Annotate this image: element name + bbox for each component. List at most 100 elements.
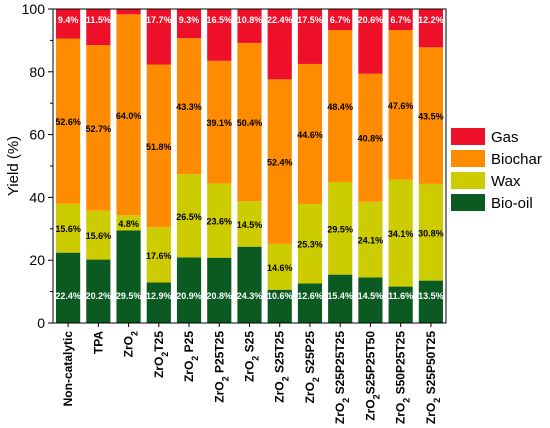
legend-label-wax: Wax bbox=[491, 173, 521, 190]
bar-segment-gas-10 bbox=[358, 9, 383, 74]
x-tick-label-10: ZrO2S25P25T50 bbox=[363, 331, 381, 421]
data-label-bio-oil-12: 13.5% bbox=[418, 291, 444, 301]
bar-segment-wax-0 bbox=[56, 203, 81, 253]
bar-segment-bio-oil-7 bbox=[267, 289, 292, 323]
data-label-wax-9: 29.5% bbox=[327, 224, 353, 234]
data-label-bio-oil-6: 24.3% bbox=[237, 291, 263, 301]
bar-segment-bio-oil-12 bbox=[418, 280, 443, 323]
bar-segment-biochar-5 bbox=[207, 60, 232, 184]
bar-segment-wax-11 bbox=[388, 179, 413, 287]
bar-segment-gas-11 bbox=[388, 9, 413, 31]
data-label-wax-7: 14.6% bbox=[267, 263, 293, 273]
data-label-biochar-0: 52.6% bbox=[55, 117, 81, 127]
bar-segment-biochar-0 bbox=[56, 38, 81, 204]
y-tick-label-4: 80 bbox=[29, 64, 45, 80]
data-label-wax-0: 15.6% bbox=[55, 224, 81, 234]
bar-segment-wax-10 bbox=[358, 201, 383, 278]
bar-segment-gas-4 bbox=[176, 9, 202, 39]
bar-segment-gas-12 bbox=[418, 9, 443, 48]
data-label-wax-12: 30.8% bbox=[418, 228, 444, 238]
bar-segment-gas-6 bbox=[237, 9, 262, 43]
legend-swatch-wax bbox=[451, 172, 485, 189]
bar-segment-bio-oil-11 bbox=[388, 286, 413, 323]
legend-label-gas: Gas bbox=[491, 129, 519, 146]
data-label-bio-oil-11: 11.6% bbox=[388, 291, 413, 301]
data-label-biochar-11: 47.6% bbox=[388, 101, 414, 111]
data-label-wax-5: 23.6% bbox=[207, 217, 233, 227]
data-label-gas-11: 6.7% bbox=[390, 15, 411, 25]
bar-segment-wax-12 bbox=[418, 183, 443, 281]
data-label-biochar-5: 39.1% bbox=[207, 118, 233, 128]
x-axis: Non-catalytic TPA ZrO2 ZrO2T25 ZrO2 P25 ZrO2 … bbox=[61, 323, 442, 424]
bar-segment-gas-5 bbox=[207, 9, 232, 61]
data-label-biochar-1: 52.7% bbox=[86, 124, 112, 134]
data-label-gas-5: 16.5% bbox=[207, 15, 233, 25]
bar-segment-bio-oil-8 bbox=[297, 283, 323, 323]
data-label-wax-3: 17.6% bbox=[146, 251, 172, 261]
data-label-wax-6: 14.5% bbox=[237, 220, 263, 230]
y-axis-label: Yield (%) bbox=[5, 136, 22, 196]
data-label-biochar-7: 52.4% bbox=[267, 158, 293, 168]
legend: Gas Biochar Wax Bio-oil bbox=[451, 128, 542, 212]
bar-segment-bio-oil-6 bbox=[237, 246, 262, 323]
y-tick-label-5: 100 bbox=[22, 1, 46, 17]
data-label-biochar-12: 43.5% bbox=[418, 112, 444, 122]
legend-swatch-bio-oil bbox=[451, 194, 485, 211]
bar-segment-bio-oil-0 bbox=[56, 252, 81, 323]
data-label-biochar-10: 40.8% bbox=[358, 134, 384, 144]
bar-segment-gas-0 bbox=[56, 9, 81, 39]
x-tick-label-1: TPA bbox=[91, 331, 105, 354]
bar-segment-wax-9 bbox=[328, 182, 353, 275]
data-label-gas-3: 17.7% bbox=[146, 15, 172, 25]
bar-segment-biochar-8 bbox=[297, 63, 323, 204]
y-axis: 0 20 40 60 80 100 bbox=[22, 1, 53, 331]
data-label-bio-oil-1: 20.2% bbox=[86, 291, 112, 301]
bar-segment-bio-oil-5 bbox=[207, 257, 232, 323]
y-tick-label-1: 20 bbox=[29, 252, 45, 268]
x-tick-label-7: ZrO2 S25T25 bbox=[273, 331, 291, 403]
x-tick-label-3: ZrO2T25 bbox=[152, 331, 170, 378]
data-label-gas-1: 11.5% bbox=[86, 15, 111, 25]
legend-label-bio-oil: Bio-oil bbox=[491, 195, 533, 212]
bar-segment-bio-oil-2 bbox=[116, 230, 141, 323]
bar-segment-biochar-4 bbox=[176, 38, 202, 175]
bar-segment-bio-oil-9 bbox=[328, 274, 353, 323]
data-label-wax-2: 4.8% bbox=[118, 219, 139, 229]
x-tick-label-0: Non-catalytic bbox=[61, 331, 75, 407]
y-tick-label-2: 40 bbox=[29, 189, 45, 205]
x-tick-label-9: ZrO2 S25P25T25 bbox=[333, 331, 351, 424]
data-label-bio-oil-7: 10.6% bbox=[267, 291, 293, 301]
bar-segment-gas-8 bbox=[297, 9, 323, 64]
data-label-bio-oil-8: 12.6% bbox=[297, 291, 323, 301]
y-tick-label-0: 0 bbox=[37, 315, 45, 331]
bar-segment-wax-1 bbox=[86, 210, 111, 260]
data-label-wax-4: 26.5% bbox=[176, 212, 202, 222]
data-label-biochar-3: 51.8% bbox=[146, 142, 172, 152]
bar-segment-wax-2 bbox=[116, 215, 141, 231]
bar-segment-biochar-6 bbox=[237, 42, 262, 202]
data-label-bio-oil-9: 15.4% bbox=[327, 291, 353, 301]
legend-swatch-biochar bbox=[451, 150, 485, 167]
legend-swatch-gas bbox=[451, 128, 485, 145]
legend-label-biochar: Biochar bbox=[491, 151, 542, 168]
data-label-gas-4: 9.3% bbox=[179, 15, 200, 25]
y-tick-label-3: 60 bbox=[29, 127, 45, 143]
x-tick-label-2: ZrO2 bbox=[122, 331, 140, 357]
data-label-biochar-2: 64.0% bbox=[116, 111, 142, 121]
data-label-gas-7: 22.4% bbox=[267, 15, 293, 25]
data-label-gas-8: 17.5% bbox=[297, 15, 323, 25]
data-label-bio-oil-0: 22.4% bbox=[55, 291, 81, 301]
data-label-gas-9: 6.7% bbox=[330, 15, 351, 25]
x-tick-label-6: ZrO2 S25 bbox=[243, 331, 261, 382]
data-label-biochar-8: 44.6% bbox=[297, 130, 323, 140]
data-label-bio-oil-4: 20.9% bbox=[176, 291, 202, 301]
bar-segment-bio-oil-1 bbox=[86, 259, 111, 323]
bar-labels-layer: 22.4% 15.6% 52.6% 9.4% 20.2% 15.6% 52.7% 11.5% 2… bbox=[55, 15, 443, 301]
bar-segment-gas-1 bbox=[86, 9, 111, 46]
data-label-bio-oil-2: 29.5% bbox=[116, 291, 142, 301]
data-label-gas-10: 20.6% bbox=[358, 15, 384, 25]
bar-segment-bio-oil-4 bbox=[176, 257, 202, 323]
bar-segment-gas-2 bbox=[116, 9, 141, 15]
data-label-wax-1: 15.6% bbox=[86, 231, 112, 241]
